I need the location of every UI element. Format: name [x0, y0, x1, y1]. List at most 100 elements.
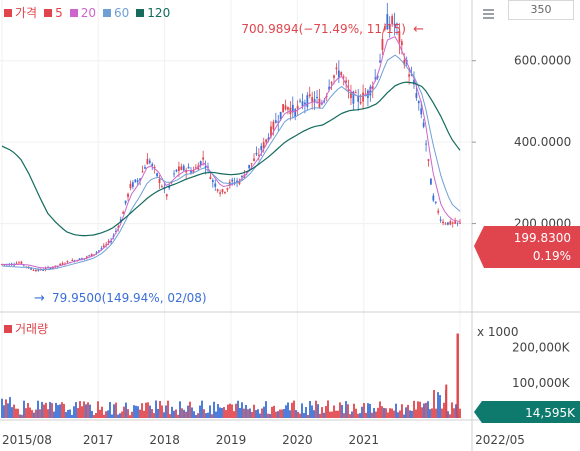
- legend-item-ma120[interactable]: 120: [136, 6, 170, 20]
- volume-bar: [415, 409, 417, 418]
- candle-body: [270, 126, 272, 137]
- volume-bar: [19, 414, 21, 418]
- current-price-change: 0.19%: [533, 249, 571, 263]
- candle-body: [381, 38, 384, 50]
- candle-body: [119, 219, 122, 223]
- candle-body: [291, 104, 294, 113]
- candle-body: [260, 145, 263, 151]
- period-input[interactable]: 350: [508, 0, 574, 20]
- volume-bar: [283, 409, 285, 418]
- volume-bar: [101, 406, 103, 418]
- candle-body: [383, 26, 386, 30]
- volume-bar: [155, 400, 157, 418]
- volume-bar: [29, 407, 31, 418]
- legend-swatch: [44, 8, 53, 17]
- candle-body: [182, 165, 185, 171]
- volume-bar: [35, 409, 37, 418]
- candle-body: [301, 101, 304, 106]
- candle-body: [255, 152, 258, 155]
- volume-bar: [429, 409, 431, 418]
- volume-bar: [131, 411, 133, 418]
- legend-item-price[interactable]: 가격: [4, 4, 37, 21]
- current-volume-value: 14,595K: [525, 406, 576, 420]
- candle-body: [141, 171, 144, 173]
- volume-bar: [427, 401, 429, 418]
- candle-body: [156, 173, 158, 177]
- volume-bar: [1, 398, 3, 418]
- volume-bar: [363, 403, 365, 418]
- legend-item-ma5[interactable]: 5: [44, 6, 63, 20]
- legend-item-ma20[interactable]: 20: [69, 5, 97, 20]
- candle-body: [231, 179, 234, 182]
- volume-bar: [371, 412, 373, 418]
- candle-body: [456, 222, 459, 224]
- candle-body: [333, 75, 335, 78]
- candle-body: [357, 95, 360, 102]
- volume-bar: [43, 404, 45, 418]
- candle-body: [374, 77, 377, 79]
- volume-bar: [323, 412, 325, 418]
- volume-bar: [275, 411, 277, 418]
- ma120-line: [1, 81, 461, 237]
- volume-bar: [127, 409, 129, 418]
- candle-body: [238, 180, 241, 184]
- candle-body: [214, 183, 217, 187]
- candle-body: [376, 75, 379, 78]
- volume-bar: [191, 407, 193, 418]
- candle-body: [180, 166, 183, 170]
- volume-bar: [251, 411, 253, 418]
- volume-bar: [233, 411, 235, 418]
- candle-body: [410, 74, 413, 76]
- candle-body: [257, 154, 260, 156]
- volume-bar: [129, 415, 131, 418]
- volume-bar: [161, 405, 163, 418]
- volume-bar: [249, 408, 251, 418]
- candle-body: [427, 159, 430, 161]
- volume-bar: [171, 406, 173, 418]
- candle-body: [306, 95, 309, 107]
- legend-label: 20: [80, 5, 97, 20]
- volume-bar: [441, 408, 443, 418]
- candle-body: [170, 181, 173, 183]
- volume-bar: [215, 411, 217, 418]
- hamburger-menu-icon[interactable]: [483, 9, 494, 21]
- volume-bar: [205, 413, 207, 418]
- volume-bar: [95, 412, 97, 418]
- volume-bar: [9, 397, 11, 418]
- candle-body: [151, 163, 154, 166]
- legend-item-ma60[interactable]: 60: [103, 6, 129, 20]
- volume-bar: [211, 414, 213, 418]
- volume-bar: [375, 411, 377, 418]
- volume-bar: [45, 402, 47, 418]
- candle-body: [313, 99, 316, 103]
- candle-body: [224, 192, 226, 194]
- volume-bar: [389, 408, 391, 418]
- volume-bar: [381, 406, 383, 418]
- volume-bar: [91, 410, 93, 418]
- candle-body: [265, 139, 268, 143]
- volume-bar: [195, 415, 197, 418]
- candle-body: [413, 79, 415, 85]
- volume-bar: [265, 401, 267, 418]
- volume-bar: [425, 402, 427, 418]
- candle-body: [350, 92, 352, 99]
- candle-body: [88, 255, 91, 257]
- volume-bar: [213, 401, 215, 418]
- candle-body: [144, 167, 146, 169]
- candle-body: [437, 210, 440, 213]
- candle-body: [248, 164, 251, 169]
- volume-bar: [347, 404, 349, 418]
- candle-body: [187, 166, 190, 169]
- volume-bar: [405, 407, 407, 418]
- volume-bar: [419, 401, 421, 418]
- volume-bar: [269, 414, 271, 418]
- candle-body: [136, 180, 139, 183]
- volume-bar: [49, 402, 51, 418]
- legend-label: 5: [55, 5, 63, 20]
- candle-body: [282, 104, 285, 113]
- volume-bar: [421, 407, 423, 418]
- volume-bar: [115, 402, 117, 418]
- volume-bar: [439, 395, 441, 418]
- candle-body: [32, 269, 35, 271]
